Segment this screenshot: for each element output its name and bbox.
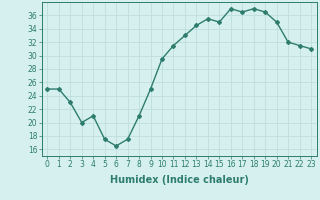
X-axis label: Humidex (Indice chaleur): Humidex (Indice chaleur) <box>110 175 249 185</box>
